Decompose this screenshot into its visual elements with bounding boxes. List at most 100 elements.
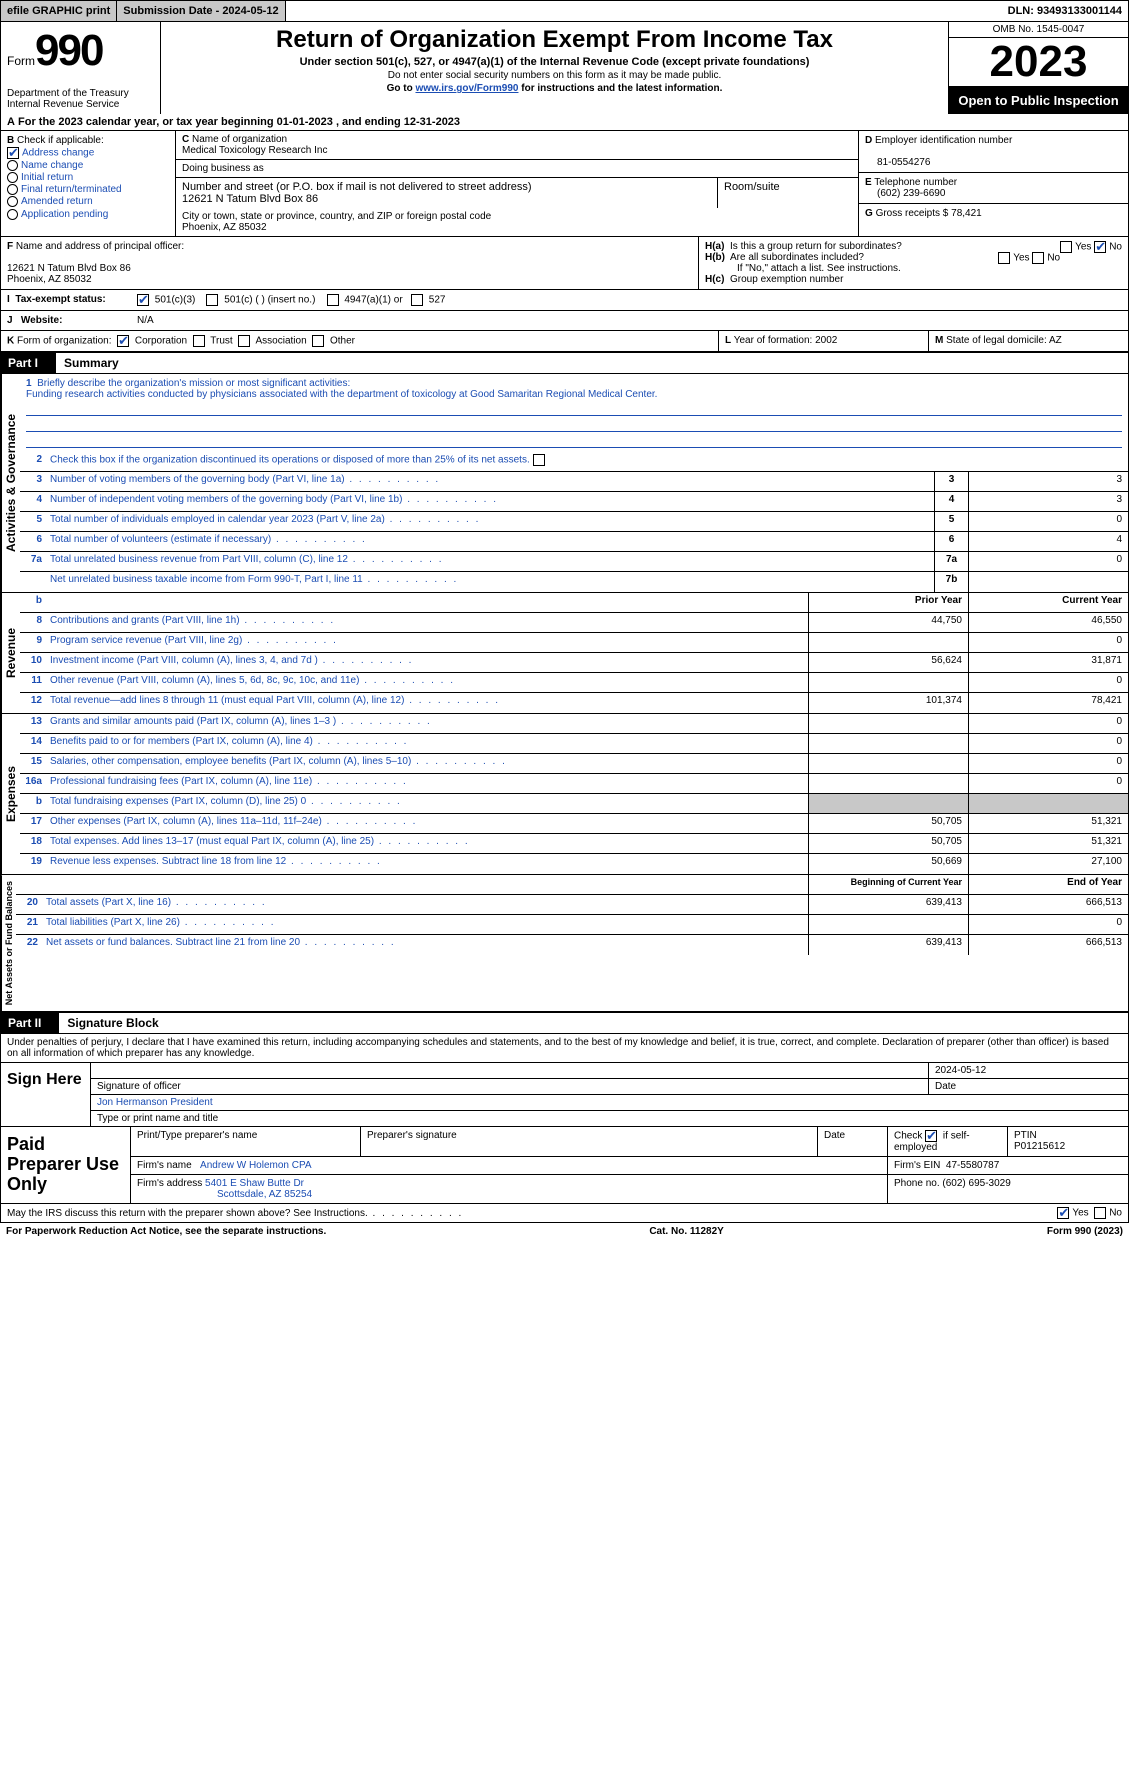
cb-trust[interactable] [193, 335, 205, 347]
section-fh: F Name and address of principal officer:… [0, 237, 1129, 290]
cb-501c3[interactable] [137, 294, 149, 306]
cb-amended-return[interactable] [7, 196, 18, 207]
vlabel-expenses: Expenses [1, 714, 20, 874]
cb-501c[interactable] [206, 294, 218, 306]
section-i: I Tax-exempt status: 501(c)(3) 501(c) ( … [0, 290, 1129, 311]
efile-graphic-button[interactable]: efile GRAPHIC print [1, 1, 117, 21]
hb-no[interactable] [1032, 252, 1044, 264]
table-row: 16aProfessional fundraising fees (Part I… [20, 774, 1128, 794]
table-row: 4Number of independent voting members of… [20, 492, 1128, 512]
dln-label: DLN: 93493133001144 [1002, 1, 1128, 21]
ha-no[interactable] [1094, 241, 1106, 253]
ein: 81-0554276 [865, 157, 930, 168]
form-header: Form 990 Department of the Treasury Inte… [0, 22, 1129, 114]
form-word: Form [7, 54, 35, 68]
form-number: 990 [35, 26, 102, 76]
cb-association[interactable] [238, 335, 250, 347]
mission-text: Funding research activities conducted by… [26, 389, 1122, 400]
prior-year-header: Prior Year [808, 593, 968, 612]
signature-intro: Under penalties of perjury, I declare th… [0, 1034, 1129, 1063]
cb-initial-return[interactable] [7, 172, 18, 183]
table-row: 7aTotal unrelated business revenue from … [20, 552, 1128, 572]
city-state-zip: Phoenix, AZ 85032 [182, 222, 852, 233]
ssn-note: Do not enter social security numbers on … [169, 70, 940, 81]
cb-final-return[interactable] [7, 184, 18, 195]
end-year-header: End of Year [968, 875, 1128, 894]
cb-address-change[interactable] [7, 147, 19, 159]
table-row: 10Investment income (Part VIII, column (… [20, 653, 1128, 673]
table-row: Net unrelated business taxable income fr… [20, 572, 1128, 592]
firm-ein: 47-5580787 [946, 1160, 999, 1171]
paid-preparer-block: Paid Preparer Use Only Print/Type prepar… [0, 1127, 1129, 1204]
table-row: 21Total liabilities (Part X, line 26)0 [16, 915, 1128, 935]
cb-name-change[interactable] [7, 160, 18, 171]
table-row: 15Salaries, other compensation, employee… [20, 754, 1128, 774]
mission-block: 1 Briefly describe the organization's mi… [20, 374, 1128, 452]
website-value: N/A [131, 311, 1128, 330]
table-row: 20Total assets (Part X, line 16)639,4136… [16, 895, 1128, 915]
table-row: 19Revenue less expenses. Subtract line 1… [20, 854, 1128, 874]
table-row: bTotal fundraising expenses (Part IX, co… [20, 794, 1128, 814]
cb-self-employed[interactable] [925, 1130, 937, 1142]
discuss-yes[interactable] [1057, 1207, 1069, 1219]
table-row: 9Program service revenue (Part VIII, lin… [20, 633, 1128, 653]
firm-name: Andrew W Holemon CPA [200, 1160, 312, 1171]
beginning-year-header: Beginning of Current Year [808, 875, 968, 894]
tax-year: 2023 [949, 38, 1128, 87]
table-row: 17Other expenses (Part IX, column (A), l… [20, 814, 1128, 834]
discuss-no[interactable] [1094, 1207, 1106, 1219]
vlabel-netassets: Net Assets or Fund Balances [1, 875, 16, 1011]
omb-number: OMB No. 1545-0047 [949, 22, 1128, 38]
room-suite-label: Room/suite [718, 178, 858, 208]
section-j: J Website: N/A [0, 311, 1129, 331]
ha-yes[interactable] [1060, 241, 1072, 253]
officer-addr1: 12621 N Tatum Blvd Box 86 [7, 263, 131, 274]
goto-note: Go to www.irs.gov/Form990 for instructio… [169, 83, 940, 94]
dept-treasury: Department of the Treasury Internal Reve… [7, 88, 154, 110]
form-subtitle: Under section 501(c), 527, or 4947(a)(1)… [169, 56, 940, 68]
officer-name: Jon Hermanson President [91, 1095, 1128, 1110]
table-row: 12Total revenue—add lines 8 through 11 (… [20, 693, 1128, 713]
irs-link[interactable]: www.irs.gov/Form990 [415, 83, 518, 94]
firm-addr2: Scottsdale, AZ 85254 [137, 1189, 312, 1200]
section-c: C Name of organization Medical Toxicolog… [176, 131, 858, 236]
cb-discontinued[interactable] [533, 454, 545, 466]
table-row: 13Grants and similar amounts paid (Part … [20, 714, 1128, 734]
form-title: Return of Organization Exempt From Incom… [169, 26, 940, 54]
table-row: 14Benefits paid to or for members (Part … [20, 734, 1128, 754]
open-public-inspection: Open to Public Inspection [949, 87, 1128, 114]
page-footer: For Paperwork Reduction Act Notice, see … [0, 1223, 1129, 1240]
table-row: 22Net assets or fund balances. Subtract … [16, 935, 1128, 955]
topbar: efile GRAPHIC print Submission Date - 20… [0, 0, 1129, 22]
section-a: A For the 2023 calendar year, or tax yea… [0, 114, 1129, 131]
section-b: B Check if applicable: Address change Na… [1, 131, 176, 236]
summary-table: Activities & Governance 1 Briefly descri… [0, 374, 1129, 1012]
cb-application-pending[interactable] [7, 209, 18, 220]
table-row: 8Contributions and grants (Part VIII, li… [20, 613, 1128, 633]
vlabel-revenue: Revenue [1, 593, 20, 713]
vlabel-governance: Activities & Governance [1, 374, 20, 592]
cb-other[interactable] [312, 335, 324, 347]
year-formation: 2002 [815, 335, 837, 346]
ptin: P01215612 [1014, 1141, 1065, 1152]
current-year-header: Current Year [968, 593, 1128, 612]
street-address: 12621 N Tatum Blvd Box 86 [182, 193, 711, 205]
hb-yes[interactable] [998, 252, 1010, 264]
sign-date: 2024-05-12 [928, 1063, 1128, 1078]
cb-527[interactable] [411, 294, 423, 306]
legal-domicile: AZ [1049, 335, 1062, 346]
firm-phone: (602) 695-3029 [942, 1178, 1010, 1189]
section-deg: D Employer identification number 81-0554… [858, 131, 1128, 236]
officer-addr2: Phoenix, AZ 85032 [7, 274, 92, 285]
discuss-row: May the IRS discuss this return with the… [0, 1204, 1129, 1223]
table-row: 5Total number of individuals employed in… [20, 512, 1128, 532]
telephone: (602) 239-6690 [865, 188, 945, 199]
org-name: Medical Toxicology Research Inc [182, 145, 852, 156]
section-klm: K Form of organization: Corporation Trus… [0, 331, 1129, 352]
table-row: 11Other revenue (Part VIII, column (A), … [20, 673, 1128, 693]
cb-corporation[interactable] [117, 335, 129, 347]
part-ii-header: Part II Signature Block [0, 1012, 1129, 1034]
sign-here-block: Sign Here 2024-05-12 Signature of office… [0, 1063, 1129, 1127]
cb-4947[interactable] [327, 294, 339, 306]
submission-date-button[interactable]: Submission Date - 2024-05-12 [117, 1, 285, 21]
